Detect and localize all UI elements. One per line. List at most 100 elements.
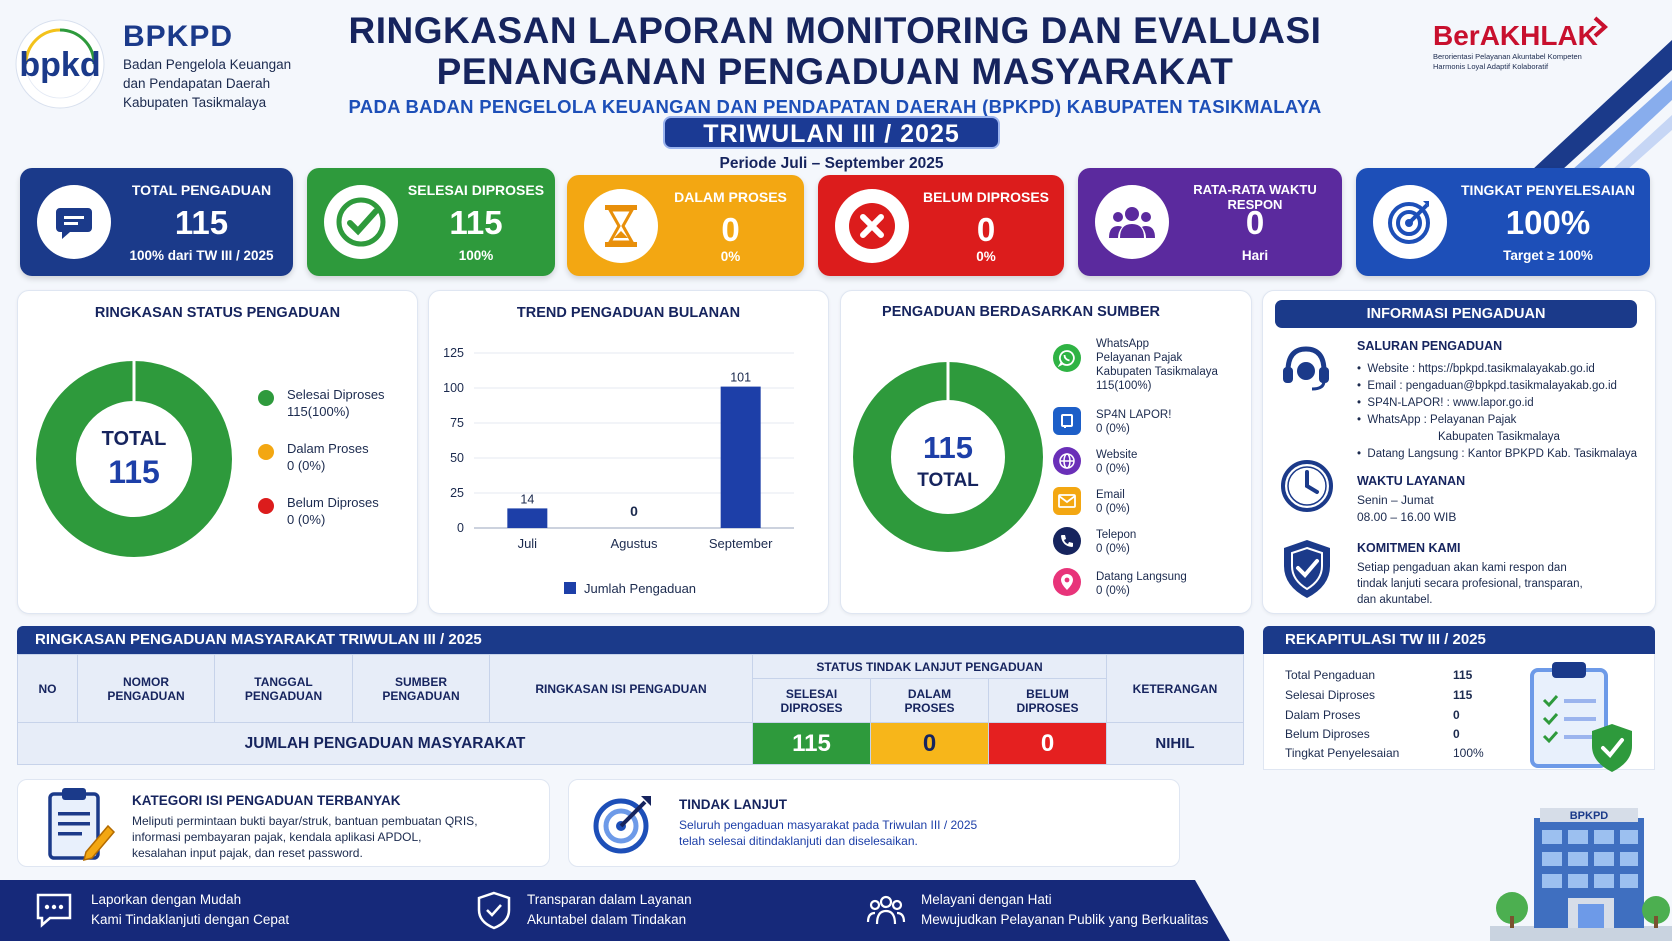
kpi-label: DALAM PROSES (674, 189, 787, 205)
total-keterangan: NIHIL (1106, 722, 1244, 765)
commitment-line-3: dan akuntabel. (1357, 594, 1433, 606)
status-donut-label: TOTAL (101, 428, 167, 450)
table-total-row: JUMLAH PENGADUAN MASYARAKAT 115 0 0 NIHI… (17, 722, 1244, 765)
rekap-value: 0 (1453, 708, 1460, 722)
legend-dalam-proses: Dalam Proses 0 (0%) (258, 440, 369, 474)
kpi-label: BELUM DIPROSES (922, 189, 1049, 205)
rekap-label: Selesai Diproses (1285, 688, 1376, 702)
kpi-card-dalam-proses: DALAM PROSES 0 0% (567, 175, 804, 276)
footer-bar (0, 880, 1230, 941)
rekap-row: Selesai Diproses 115 (1285, 688, 1525, 702)
total-belum: 0 (988, 722, 1107, 765)
source-name: Email (1096, 489, 1125, 501)
trend-bar-chart: 0 25 50 75 100 125 14 Juli 0 Agustus 101 September (443, 346, 794, 551)
trend-panel: TREND PENGADUAN BULANAN 0 25 50 75 100 125 14 J… (428, 290, 829, 614)
total-label: JUMLAH PENGADUAN MASYARAKAT (17, 722, 753, 765)
legend-dot (258, 390, 274, 406)
channel-lapor: • SP4N-LAPOR! : www.lapor.go.id (1357, 397, 1534, 409)
y-tick-label: 75 (450, 416, 464, 430)
source-name-line-3: Kabupaten Tasikmalaya (1096, 366, 1218, 378)
kpi-label: SELESAI DIPROSES (407, 182, 545, 198)
footer-line-1: Laporkan dengan Mudah (91, 892, 242, 907)
whatsapp-icon (1053, 344, 1081, 372)
rekap-row: Total Pengaduan 115 (1285, 668, 1525, 682)
decorative-stripes (1532, 40, 1672, 170)
rekap-label: Tingkat Penyelesaian (1285, 746, 1400, 760)
status-panel: RINGKASAN STATUS PENGADUAN TOTAL 115 Sel… (17, 290, 418, 614)
channel-datang: • Datang Langsung : Kantor BPKPD Kab. Ta… (1357, 448, 1637, 460)
hours-days: Senin – Jumat (1357, 493, 1434, 507)
trend-legend-label: Jumlah Pengaduan (584, 581, 697, 596)
kpi-card-waktu-respon: RATA-RATA WAKTU RESPON 0 Hari (1078, 168, 1342, 276)
check-circle-icon (324, 185, 398, 259)
target-icon (593, 796, 651, 854)
pin-icon (1053, 568, 1081, 596)
status-panel-title: RINGKASAN STATUS PENGADUAN (94, 305, 341, 321)
source-name: Datang Langsung (1096, 571, 1187, 583)
trend-legend: Jumlah Pengaduan (564, 581, 696, 596)
kpi-card-selesai: SELESAI DIPROSES 115 100% (307, 168, 555, 276)
chat-icon (37, 185, 111, 259)
shield-check-icon (1284, 540, 1330, 598)
source-name: Website (1096, 449, 1138, 461)
source-item-website: Website 0 (0%) (1096, 448, 1137, 476)
col-dalam-line-1: DALAM (907, 686, 952, 701)
source-value: 0 (0%) (1096, 463, 1130, 475)
channel-whatsapp-text: WhatsApp : Pelayanan Pajak (1367, 414, 1517, 426)
org-short-name: BPKPD (123, 20, 234, 53)
channel-website: • Website : https://bpkpd.tasikmalayakab… (1357, 363, 1595, 375)
legend-dot (258, 498, 274, 514)
col-selesai: SELESAI DIPROSES (752, 678, 871, 723)
source-donut-value: 115 (922, 430, 973, 465)
source-panel-title: PENGADUAN BERDASARKAN SUMBER (882, 304, 1160, 320)
info-panel-title: INFORMASI PENGADUAN (1275, 300, 1637, 328)
category-line-1: Meliputi permintaan bukti bayar/struk, b… (132, 814, 478, 828)
globe-icon (1053, 447, 1081, 475)
chevron-right-icon (1593, 16, 1608, 38)
col-status-group: STATUS TINDAK LANJUT PENGADUAN (752, 654, 1107, 679)
followup-line-2: telah selesai ditindaklanjuti dan disele… (679, 834, 918, 848)
legend-label: Belum Diproses (287, 495, 379, 510)
target-icon (1373, 185, 1447, 259)
footer-line-2: Akuntabel dalam Tindakan (527, 912, 687, 927)
source-name: WhatsApp (1096, 338, 1150, 350)
rekap-title: REKAPITULASI TW III / 2025 (1263, 626, 1655, 654)
data-label: 14 (520, 492, 534, 506)
org-long-name-2: dan Pendapatan Daerah (123, 76, 271, 91)
kpi-label: RATA-RATA WAKTU RESPON (1193, 182, 1317, 212)
channel-datang-text: Datang Langsung : Kantor BPKPD Kab. Tasi… (1367, 448, 1637, 460)
bar (507, 508, 548, 528)
kpi-label: TOTAL PENGADUAN (131, 182, 272, 198)
col-belum-line-1: BELUM (1026, 686, 1069, 701)
x-circle-icon (835, 189, 909, 263)
users-icon (1095, 185, 1169, 259)
hours-time: 08.00 – 16.00 WIB (1357, 510, 1457, 524)
source-item-email: Email 0 (0%) (1096, 488, 1130, 516)
logo-letters: bpkd (19, 46, 100, 84)
source-name: Telepon (1096, 529, 1137, 541)
chat-dots-icon (36, 893, 72, 928)
source-donut-label: TOTAL (917, 470, 979, 491)
col-sumber: SUMBER PENGADUAN (352, 654, 490, 723)
col-dalam-line-2: PROSES (904, 700, 955, 715)
legend-label: Selesai Diproses (287, 387, 385, 402)
col-ringkasan: RINGKASAN ISI PENGADUAN (489, 654, 753, 723)
kpi-value: 115 (449, 204, 503, 241)
footer-line-1: Transparan dalam Layanan (527, 892, 692, 907)
col-nomor-line-2: PENGADUAN (107, 688, 185, 703)
col-tanggal-line-1: TANGGAL (254, 674, 313, 689)
trend-panel-title: TREND PENGADUAN BULANAN (516, 305, 741, 321)
source-item-datang-langsung: Datang Langsung 0 (0%) (1096, 570, 1187, 598)
channel-lapor-text: SP4N-LAPOR! : www.lapor.go.id (1367, 397, 1534, 409)
period-badge: TRIWULAN III / 2025 (663, 116, 1000, 149)
mail-icon (1053, 487, 1081, 515)
col-sumber-line-2: PENGADUAN (382, 688, 460, 703)
channel-website-text: Website : https://bpkpd.tasikmalayakab.g… (1367, 363, 1595, 375)
kpi-card-belum-diproses: BELUM DIPROSES 0 0% (818, 175, 1064, 276)
kpi-value: 0 (976, 211, 996, 248)
rekap-value: 115 (1453, 668, 1473, 682)
hours-title: WAKTU LAYANAN (1357, 474, 1466, 488)
title-line-1: RINGKASAN LAPORAN MONITORING DAN EVALUAS… (348, 10, 1322, 51)
footer-line-1: Melayani dengan Hati (921, 892, 1052, 907)
legend-dot (258, 444, 274, 460)
